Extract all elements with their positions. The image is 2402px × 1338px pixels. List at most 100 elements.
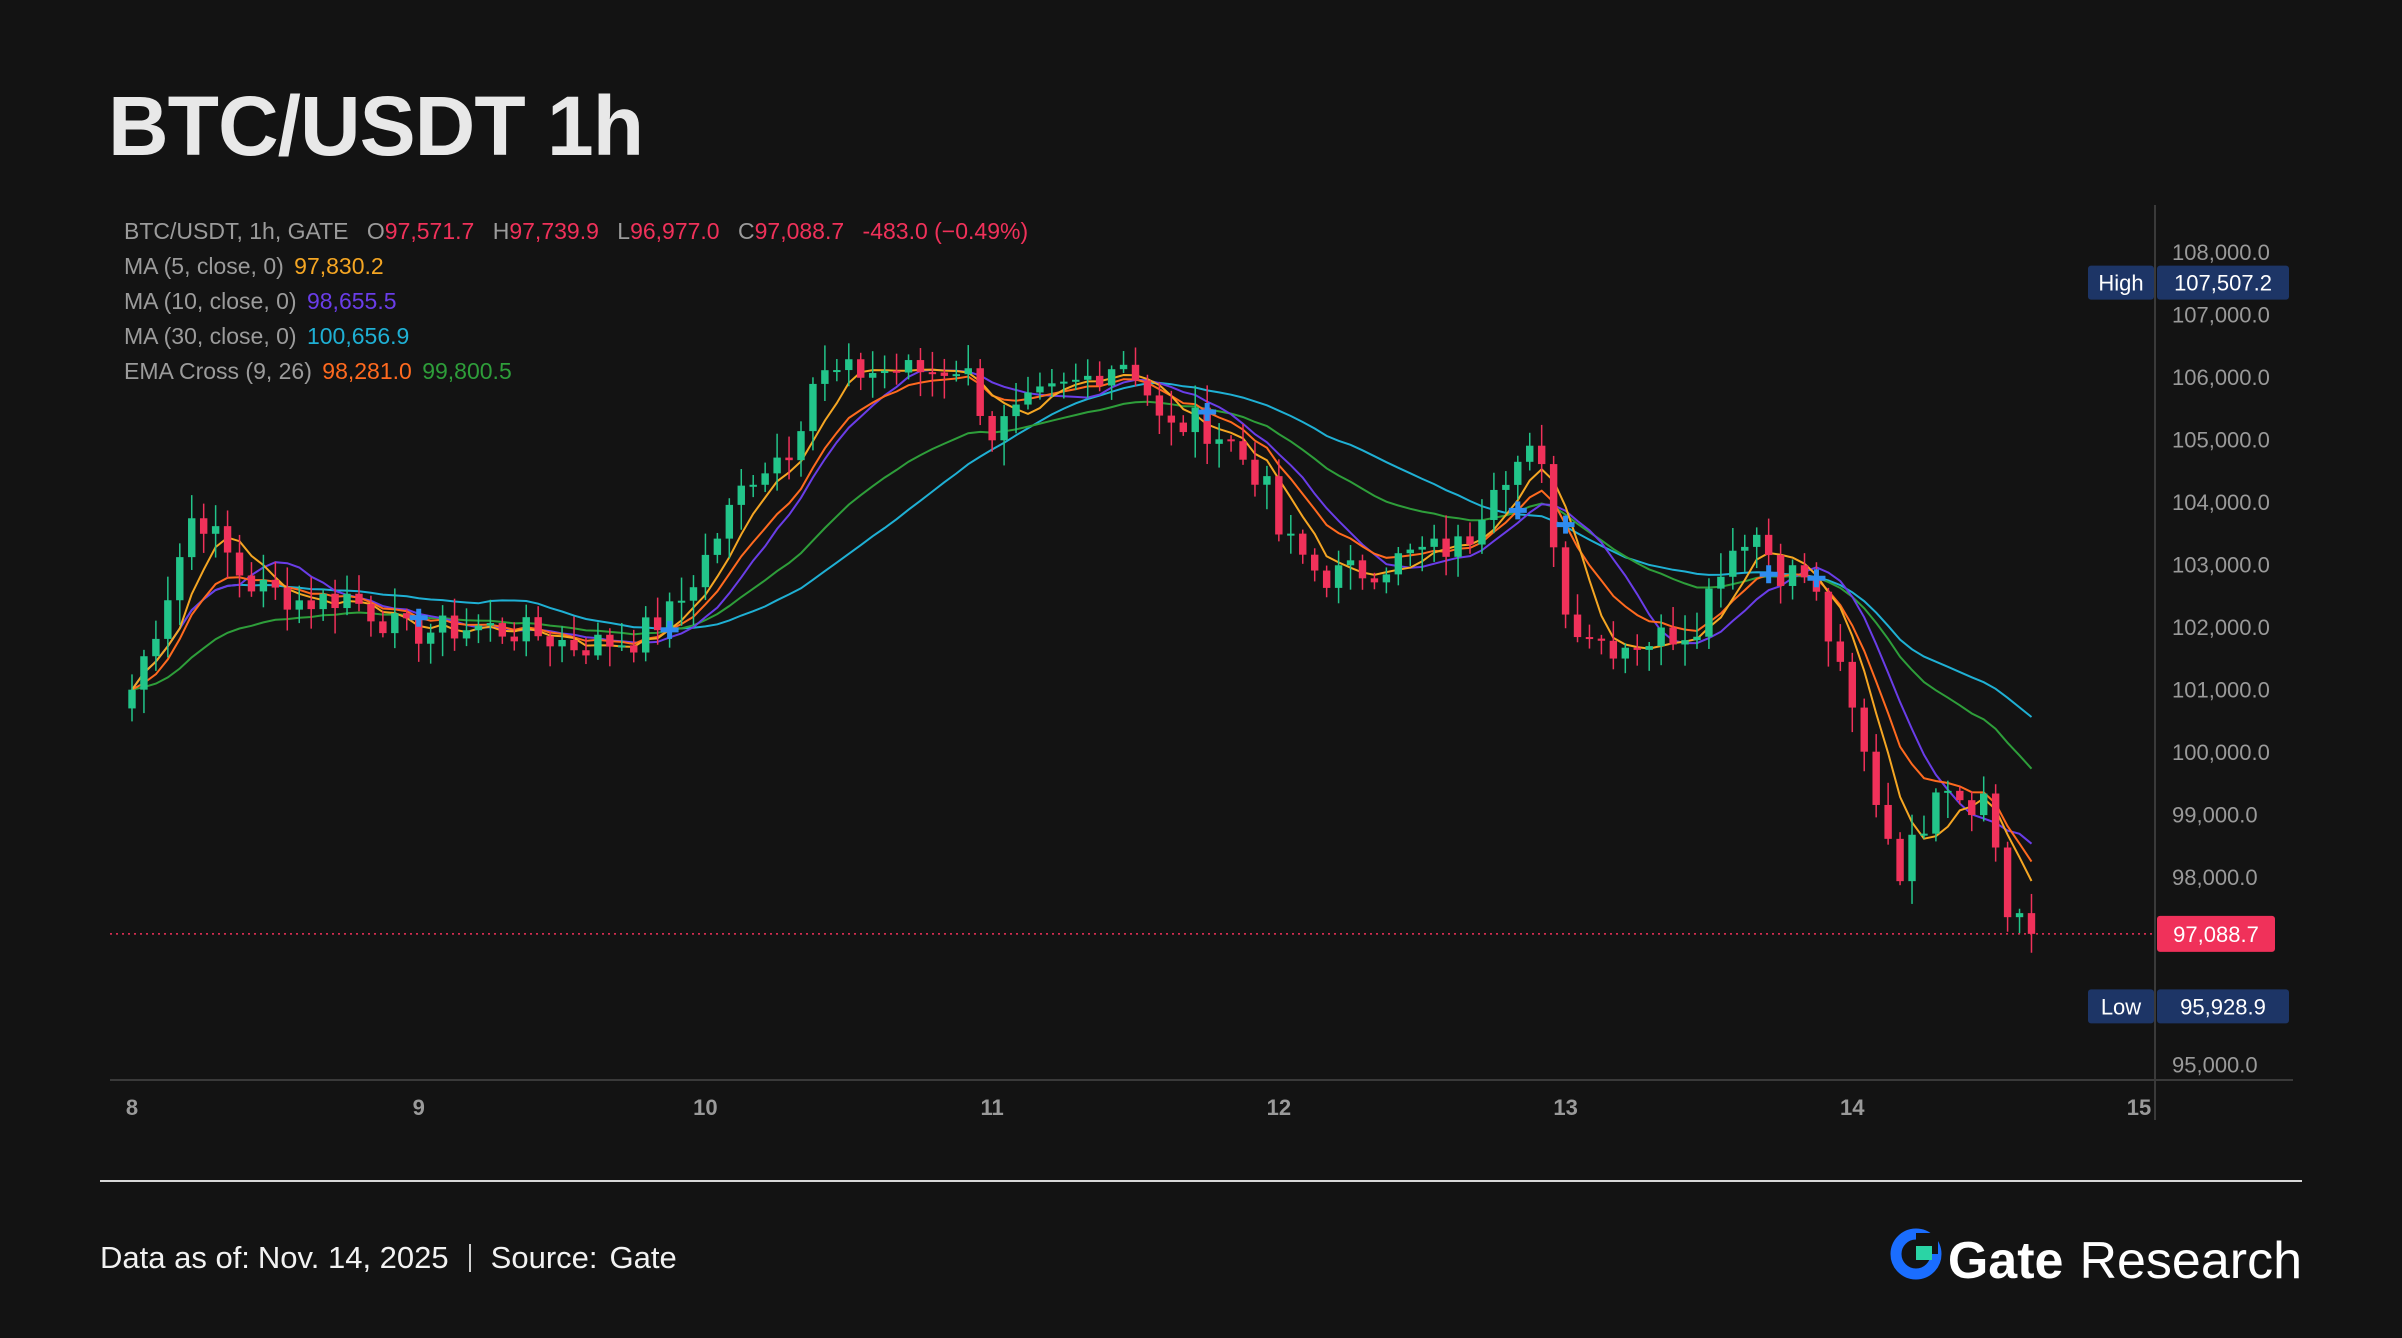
candle-body: [510, 636, 518, 642]
candle: [952, 360, 961, 382]
ema9-line: [131, 375, 2033, 863]
ema26-value: 99,800.5: [422, 358, 512, 384]
candle-body: [534, 617, 542, 637]
high-value-badge: [2157, 265, 2289, 300]
candle-body: [594, 634, 602, 656]
candle: [1155, 382, 1164, 435]
candle-body: [176, 557, 184, 601]
ema9-value: 98,281.0: [322, 358, 412, 384]
candle-body: [1466, 536, 1474, 545]
ema-cross-marker: [409, 608, 428, 627]
candle: [164, 576, 172, 658]
last-price-badge: [2157, 915, 2275, 952]
candle: [964, 345, 972, 386]
ma10-label: MA (10, close, 0): [124, 288, 297, 314]
candle-body: [689, 587, 698, 601]
ma30-value: 100,656.9: [306, 323, 410, 349]
candle: [773, 433, 781, 491]
candle: [1322, 565, 1331, 598]
candle-body: [1406, 549, 1414, 554]
x-tick-label: 9: [413, 1095, 425, 1120]
candle: [534, 606, 542, 641]
candle: [1693, 612, 1701, 649]
candle: [1514, 455, 1522, 500]
source-label: Source:: [490, 1240, 598, 1275]
candle: [199, 503, 208, 553]
ma30-label: MA (30, close, 0): [124, 323, 297, 349]
candle: [1800, 553, 1809, 584]
candle-body: [1394, 553, 1403, 575]
candle: [1251, 442, 1259, 497]
candle: [1896, 832, 1904, 886]
candle: [1526, 432, 1534, 471]
candle-body: [1239, 441, 1247, 460]
candle-body: [1107, 369, 1116, 386]
low-tag: [2088, 989, 2154, 1024]
price-chart: 95,000.0 98,000.0 99,000.0 100,000.0 101,000…: [110, 205, 2293, 1120]
candle: [1968, 791, 1976, 832]
y-tick-label: 100,000.0: [2172, 740, 2270, 765]
source-value: Gate: [609, 1240, 677, 1275]
candle: [235, 534, 244, 598]
candle: [1179, 415, 1187, 436]
ema26-line: [131, 400, 2033, 770]
candle: [1215, 423, 1223, 468]
candle-body: [582, 650, 590, 656]
candle-body: [618, 645, 626, 648]
candle-body: [749, 484, 757, 487]
data-as-of-value: Nov. 14, 2025: [257, 1240, 449, 1275]
candle: [1669, 607, 1677, 651]
candle: [1979, 776, 1988, 822]
candle-body: [1299, 533, 1307, 555]
candle: [1275, 459, 1283, 542]
change-value: -483.0 (−0.49%): [862, 218, 1029, 244]
candle-body: [319, 593, 327, 610]
ma10-row: MA (10, close, 0) 98,655.5: [124, 284, 1028, 319]
candle: [1776, 543, 1785, 604]
low-value-label: 95,928.9: [2180, 994, 2266, 1019]
candle-body: [964, 368, 972, 375]
candle: [2015, 908, 2024, 934]
y-tick-label: 95,000.0: [2172, 1052, 2258, 1077]
candle-body: [773, 457, 781, 474]
candle: [1788, 559, 1797, 600]
candle-body: [1848, 661, 1856, 708]
candle-body: [606, 634, 614, 647]
low-value-badge: [2157, 989, 2289, 1024]
candle: [1418, 536, 1426, 572]
candle: [1203, 385, 1211, 465]
brand-name: Gate: [1947, 1231, 2064, 1290]
footer-separator: [468, 1244, 471, 1272]
candle: [1729, 528, 1737, 590]
candle: [128, 674, 136, 722]
candle-body: [1800, 565, 1809, 578]
candle-body: [1609, 640, 1618, 659]
footer: Data as of: Nov. 14, 2025 Source: Gate: [100, 1240, 677, 1276]
candle: [1382, 567, 1391, 594]
candle-body: [1203, 407, 1211, 444]
candle: [1848, 652, 1856, 733]
candle-body: [1322, 570, 1331, 588]
candle-body: [761, 473, 769, 485]
candle: [1717, 553, 1725, 608]
candle-body: [1036, 386, 1044, 393]
candle: [1263, 465, 1271, 510]
candle-body: [415, 618, 423, 644]
candle: [1920, 815, 1928, 839]
candle: [653, 597, 662, 645]
y-tick-label: 102,000.0: [2172, 615, 2270, 640]
candle-body: [1418, 546, 1426, 550]
candle: [1024, 376, 1032, 410]
candle-body: [1633, 647, 1641, 650]
candle: [749, 474, 757, 498]
candle: [2027, 893, 2036, 953]
symbol-label: BTC/USDT, 1h, GATE: [124, 218, 349, 244]
candle-body: [570, 639, 578, 651]
candle-body: [355, 593, 363, 604]
candle-body: [1669, 627, 1677, 645]
candle: [1824, 587, 1833, 667]
candle-body: [199, 518, 208, 534]
candle: [857, 352, 865, 391]
candle: [594, 622, 602, 660]
candle: [1000, 404, 1008, 466]
